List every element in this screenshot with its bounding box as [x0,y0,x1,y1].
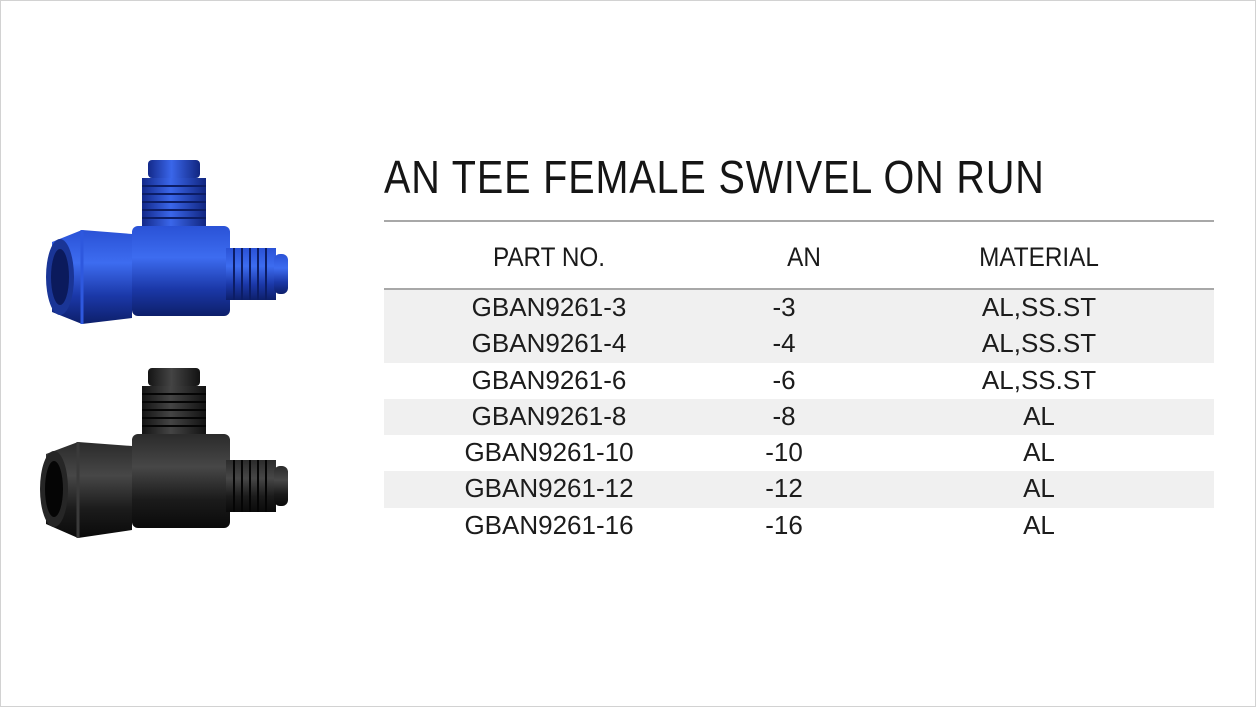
cell-an: -6 [772,364,796,395]
spec-table: PART NO. AN MATERIAL GBAN9261-3 -3 AL,SS… [384,240,1214,545]
table-header-row: PART NO. AN MATERIAL [384,240,1214,288]
blue-tee-fitting-image [46,160,288,324]
table-row: GBAN9261-12 -12 AL [384,471,1214,508]
cell-part-no: GBAN9261-12 [464,473,634,504]
cell-material: AL,SS.ST [981,364,1097,395]
header-divider [384,288,1214,290]
cell-part-no: GBAN9261-10 [464,437,634,468]
cell-material: AL,SS.ST [981,328,1097,359]
cell-an: -10 [765,437,803,468]
cell-part-no: GBAN9261-8 [471,400,627,431]
header-part-no: PART NO. [492,242,606,272]
black-tee-fitting-image [40,368,288,538]
cell-an: -8 [772,400,796,431]
header-an: AN [787,242,821,272]
cell-part-no: GBAN9261-4 [471,328,627,359]
header-material: MATERIAL [979,242,1099,272]
table-row: GBAN9261-4 -4 AL,SS.ST [384,326,1214,363]
page-title: AN TEE FEMALE SWIVEL ON RUN [384,151,1045,203]
cell-part-no: GBAN9261-6 [471,364,627,395]
cell-material: AL [1023,437,1055,468]
table-row: GBAN9261-3 -3 AL,SS.ST [384,290,1214,327]
table-row: GBAN9261-16 -16 AL [384,507,1214,545]
cell-an: -3 [772,292,796,322]
table-row: GBAN9261-8 -8 AL [384,398,1214,436]
cell-material: AL,SS.ST [981,292,1097,322]
cell-material: AL [1023,400,1055,431]
table-row: GBAN9261-6 -6 AL,SS.ST [384,362,1214,399]
cell-an: -4 [772,328,796,359]
cell-part-no: GBAN9261-3 [471,292,627,322]
product-images [30,150,300,550]
table-body: GBAN9261-3 -3 AL,SS.ST GBAN9261-4 -4 AL,… [384,290,1214,545]
cell-part-no: GBAN9261-16 [464,509,634,540]
cell-an: -16 [765,509,803,540]
cell-an: -12 [765,473,803,504]
table-row: GBAN9261-10 -10 AL [384,435,1214,472]
cell-material: AL [1023,509,1055,540]
title-divider [384,220,1214,222]
cell-material: AL [1023,473,1055,504]
